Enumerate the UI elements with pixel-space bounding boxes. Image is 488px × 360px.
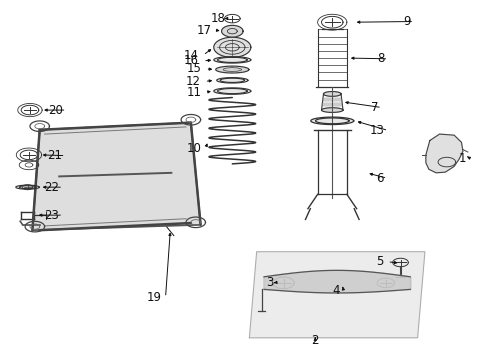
- Text: 14: 14: [184, 49, 199, 62]
- Text: 19: 19: [146, 291, 161, 304]
- Polygon shape: [249, 252, 424, 338]
- Text: 15: 15: [186, 62, 201, 75]
- Text: 10: 10: [186, 142, 201, 155]
- Text: 2: 2: [311, 334, 318, 347]
- Text: 17: 17: [196, 24, 211, 37]
- Polygon shape: [215, 66, 248, 73]
- Text: 22: 22: [44, 181, 59, 194]
- Text: 7: 7: [370, 101, 377, 114]
- Text: 1: 1: [458, 152, 466, 165]
- Polygon shape: [216, 78, 247, 83]
- Polygon shape: [213, 57, 250, 63]
- Polygon shape: [221, 25, 243, 37]
- Text: 3: 3: [266, 276, 273, 289]
- Polygon shape: [32, 123, 200, 230]
- Polygon shape: [264, 270, 409, 293]
- Polygon shape: [323, 91, 340, 96]
- Polygon shape: [213, 88, 250, 94]
- Text: 11: 11: [186, 86, 201, 99]
- Polygon shape: [213, 37, 250, 57]
- Text: 4: 4: [331, 284, 339, 297]
- Polygon shape: [16, 185, 39, 189]
- Text: 8: 8: [376, 52, 384, 65]
- Text: 16: 16: [184, 54, 199, 67]
- Polygon shape: [321, 108, 342, 112]
- Text: 12: 12: [185, 75, 200, 88]
- Text: 18: 18: [211, 12, 225, 25]
- Text: 20: 20: [48, 104, 62, 117]
- Text: 6: 6: [375, 172, 383, 185]
- Text: 23: 23: [44, 209, 59, 222]
- Text: 13: 13: [369, 124, 384, 137]
- Polygon shape: [310, 117, 353, 125]
- Text: 5: 5: [375, 255, 383, 268]
- Polygon shape: [425, 134, 462, 173]
- Text: 9: 9: [402, 15, 409, 28]
- Text: 21: 21: [46, 149, 61, 162]
